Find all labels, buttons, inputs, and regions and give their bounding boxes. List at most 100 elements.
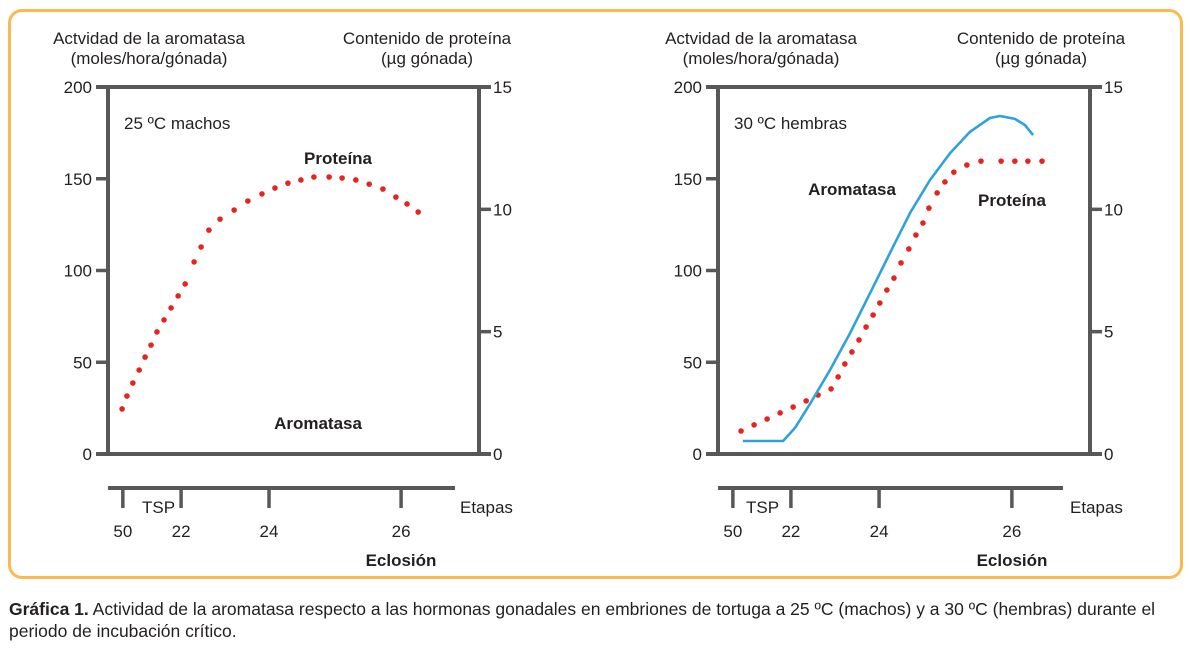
y-left-tick-label: 0 (83, 445, 92, 464)
protein-data-point (920, 220, 926, 226)
protein-data-point (119, 406, 125, 412)
protein-data-point (161, 317, 167, 323)
protein-annotation: Proteína (304, 149, 373, 168)
protein-data-point (311, 174, 317, 180)
protein-data-point (198, 244, 204, 250)
stage-tick-label: 22 (172, 522, 191, 541)
y-right-tick-label: 10 (1104, 200, 1123, 219)
caption-text: Actividad de la aromatasa respecto a las… (9, 599, 1156, 641)
y-left-label-line1: Actvidad de la aromatasa (53, 29, 245, 48)
protein-data-point (136, 367, 142, 373)
protein-data-point (404, 201, 410, 207)
protein-data-point (978, 158, 984, 164)
stage-tick-label: 24 (870, 522, 889, 541)
protein-data-point (891, 275, 897, 281)
protein-data-point (926, 205, 932, 211)
protein-data-point (913, 232, 919, 238)
tsp-label: TSP (746, 498, 779, 517)
y-left-tick-label: 0 (693, 445, 702, 464)
protein-data-point (849, 349, 855, 355)
protein-data-point (353, 177, 359, 183)
protein-data-point (393, 194, 399, 200)
figure-caption: Gráfica 1. Actividad de la aromatasa res… (9, 598, 1184, 642)
y-right-label-line2: (µg gónada) (995, 49, 1087, 68)
protein-data-point (877, 300, 883, 306)
protein-data-point (951, 169, 957, 175)
protein-data-point (898, 260, 904, 266)
protein-data-point (934, 190, 940, 196)
tsp-label: TSP (142, 498, 175, 517)
protein-data-point (751, 422, 757, 428)
y-right-tick-label: 5 (493, 323, 502, 342)
protein-data-point (217, 216, 223, 222)
y-left-tick-label: 200 (64, 78, 92, 97)
protein-data-point (130, 380, 136, 386)
aromatase-annotation: Aromatasa (808, 180, 896, 199)
protein-data-point (863, 324, 869, 330)
y-left-tick-label: 100 (674, 262, 702, 281)
y-left-tick-label: 150 (64, 170, 92, 189)
protein-data-point (154, 329, 160, 335)
y-right-label-line2: (µg gónada) (381, 49, 473, 68)
protein-data-point (942, 179, 948, 185)
protein-data-point (842, 361, 848, 367)
protein-data-point (182, 281, 188, 287)
y-left-label-line1: Actvidad de la aromatasa (665, 29, 857, 48)
y-right-tick-label: 5 (1104, 323, 1113, 342)
protein-data-point (1039, 158, 1045, 164)
protein-data-point (259, 191, 265, 197)
protein-data-point (298, 177, 304, 183)
stage-tick-label: 24 (260, 522, 279, 541)
hatching-label: Eclosión (977, 551, 1048, 570)
protein-data-point (326, 174, 332, 180)
chart-panel-machos: Actvidad de la aromatasa (moles/hora/gón… (53, 29, 513, 570)
protein-data-point (764, 416, 770, 422)
y-right-tick-label: 15 (1104, 78, 1123, 97)
hatching-label: Eclosión (366, 551, 437, 570)
caption-label: Gráfica 1. (9, 599, 89, 619)
protein-data-point (168, 305, 174, 311)
y-right-tick-label: 0 (1104, 445, 1113, 464)
protein-data-point (339, 175, 345, 181)
stage-tick-label: 26 (1002, 522, 1021, 541)
figure-frame (8, 9, 1183, 579)
stage-tick-label: 22 (781, 522, 800, 541)
protein-data-point (245, 198, 251, 204)
panel-title: 25 ºC machos (124, 114, 230, 133)
chart-panel-hembras: Actvidad de la aromatasa (moles/hora/gón… (665, 29, 1126, 570)
panel-title: 30 ºC hembras (734, 114, 847, 133)
x-axis-label: Etapas (1070, 498, 1123, 517)
aromatase-annotation: Aromatasa (274, 414, 362, 433)
protein-data-point (231, 207, 237, 213)
protein-data-point (777, 410, 783, 416)
stage-tick-label: 50 (723, 522, 742, 541)
protein-data-point (884, 287, 890, 293)
protein-data-point (906, 246, 912, 252)
protein-data-point (380, 186, 386, 192)
protein-data-point (790, 404, 796, 410)
protein-data-point (738, 428, 744, 434)
stage-tick-label: 50 (113, 522, 132, 541)
protein-data-point (998, 158, 1004, 164)
y-left-tick-label: 100 (64, 262, 92, 281)
protein-data-point (415, 209, 421, 215)
y-left-label-line2: (moles/hora/gónada) (71, 49, 228, 68)
y-right-tick-label: 15 (493, 78, 512, 97)
y-left-tick-label: 50 (73, 353, 92, 372)
protein-data-point (285, 180, 291, 186)
y-right-label-line1: Contenido de proteína (343, 29, 512, 48)
x-axis-label: Etapas (460, 498, 513, 517)
protein-data-point (803, 398, 809, 404)
y-left-label-line2: (moles/hora/gónada) (683, 49, 840, 68)
protein-data-point (366, 181, 372, 187)
y-left-tick-label: 150 (674, 170, 702, 189)
y-right-tick-label: 0 (493, 445, 502, 464)
protein-data-point (272, 185, 278, 191)
stage-tick-label: 26 (392, 522, 411, 541)
protein-data-point (175, 293, 181, 299)
protein-data-point (870, 312, 876, 318)
y-left-tick-label: 200 (674, 78, 702, 97)
protein-data-point (856, 337, 862, 343)
y-right-tick-label: 10 (493, 200, 512, 219)
